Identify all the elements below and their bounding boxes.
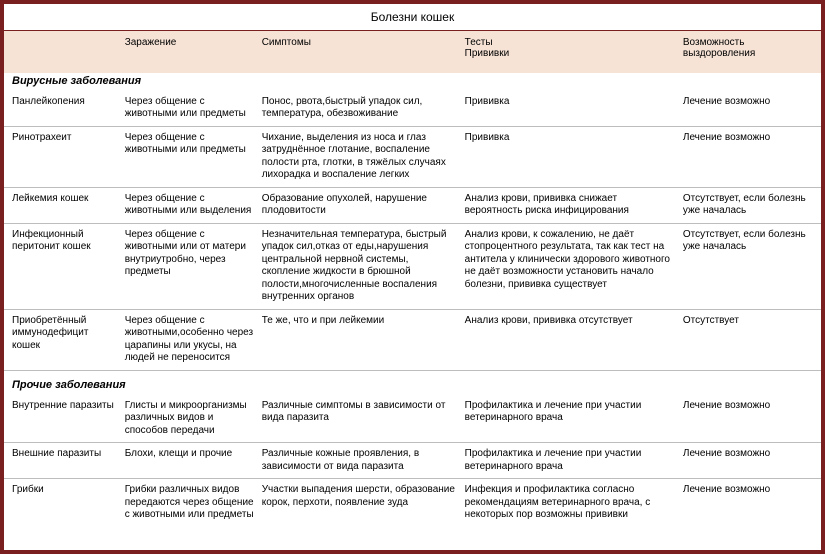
cell-recovery: Лечение возможно <box>679 91 821 127</box>
disease-name: Панлейкопения <box>4 91 121 127</box>
cell-tests: Анализ крови, к сожалению, не даёт стопр… <box>461 223 679 309</box>
cell-recovery: Лечение возможно <box>679 126 821 187</box>
table-container: Болезни кошек Заражение Симптомы Тесты П… <box>0 0 825 554</box>
disease-name: Внешние паразиты <box>4 443 121 479</box>
disease-name: Приобретённый иммунодефицит кошек <box>4 309 121 370</box>
cell-tests: Профилактика и лечение при участии ветер… <box>461 395 679 443</box>
table-row: ПанлейкопенияЧерез общение с животными и… <box>4 91 821 127</box>
disease-name: Ринотрахеит <box>4 126 121 187</box>
cell-symptoms: Различные симптомы в зависимости от вида… <box>258 395 461 443</box>
col-header-tests: Тесты Прививки <box>461 31 679 73</box>
cell-tests: Прививка <box>461 126 679 187</box>
cell-recovery: Отсутствует <box>679 309 821 370</box>
disease-name: Инфекционный перитонит кошек <box>4 223 121 309</box>
cell-symptoms: Различные кожные проявления, в зависимос… <box>258 443 461 479</box>
cell-recovery: Отсутствует, если болезнь уже началась <box>679 223 821 309</box>
cell-symptoms: Понос, рвота,быстрый упадок сил, темпера… <box>258 91 461 127</box>
cell-tests: Анализ крови, прививка отсутствует <box>461 309 679 370</box>
cell-tests: Анализ крови, прививка снижает вероятнос… <box>461 187 679 223</box>
disease-name: Грибки <box>4 479 121 527</box>
disease-name: Лейкемия кошек <box>4 187 121 223</box>
table-row: РинотрахеитЧерез общение с животными или… <box>4 126 821 187</box>
cell-infection: Глисты и микроорганизмы различных видов … <box>121 395 258 443</box>
table-row: Внутренние паразитыГлисты и микроорганиз… <box>4 395 821 443</box>
header-row: Заражение Симптомы Тесты Прививки Возмож… <box>4 31 821 73</box>
cell-infection: Грибки различных видов передаются через … <box>121 479 258 527</box>
cell-infection: Через общение с животными или выделения <box>121 187 258 223</box>
col-header-blank <box>4 31 121 73</box>
table-row: Приобретённый иммунодефицит кошекЧерез о… <box>4 309 821 370</box>
cell-recovery: Отсутствует, если болезнь уже началась <box>679 187 821 223</box>
diseases-table: Заражение Симптомы Тесты Прививки Возмож… <box>4 31 821 527</box>
cell-infection: Через общение с животными или от матери … <box>121 223 258 309</box>
section-title: Прочие заболевания <box>4 370 821 394</box>
cell-symptoms: Участки выпадения шерсти, образование ко… <box>258 479 461 527</box>
cell-tests: Прививка <box>461 91 679 127</box>
cell-symptoms: Незначительная температура, быстрый упад… <box>258 223 461 309</box>
section-title: Вирусные заболевания <box>4 73 821 91</box>
table-row: Инфекционный перитонит кошекЧерез общени… <box>4 223 821 309</box>
cell-recovery: Лечение возможно <box>679 479 821 527</box>
table-row: Внешние паразитыБлохи, клещи и прочиеРаз… <box>4 443 821 479</box>
cell-symptoms: Те же, что и при лейкемии <box>258 309 461 370</box>
col-header-recovery: Возможность выздоровления <box>679 31 821 73</box>
section-row: Прочие заболевания <box>4 370 821 394</box>
cell-infection: Через общение с животными,особенно через… <box>121 309 258 370</box>
col-header-symptoms: Симптомы <box>258 31 461 73</box>
cell-symptoms: Образование опухолей, нарушение плодовит… <box>258 187 461 223</box>
section-row: Вирусные заболевания <box>4 73 821 91</box>
cell-symptoms: Чихание, выделения из носа и глаз затруд… <box>258 126 461 187</box>
cell-recovery: Лечение возможно <box>679 395 821 443</box>
page-title: Болезни кошек <box>4 4 821 31</box>
cell-infection: Через общение с животными или предметы <box>121 91 258 127</box>
table-row: ГрибкиГрибки различных видов передаются … <box>4 479 821 527</box>
cell-tests: Профилактика и лечение при участии ветер… <box>461 443 679 479</box>
cell-tests: Инфекция и профилактика согласно рекомен… <box>461 479 679 527</box>
table-row: Лейкемия кошекЧерез общение с животными … <box>4 187 821 223</box>
col-header-infection: Заражение <box>121 31 258 73</box>
disease-name: Внутренние паразиты <box>4 395 121 443</box>
cell-recovery: Лечение возможно <box>679 443 821 479</box>
cell-infection: Через общение с животными или предметы <box>121 126 258 187</box>
cell-infection: Блохи, клещи и прочие <box>121 443 258 479</box>
